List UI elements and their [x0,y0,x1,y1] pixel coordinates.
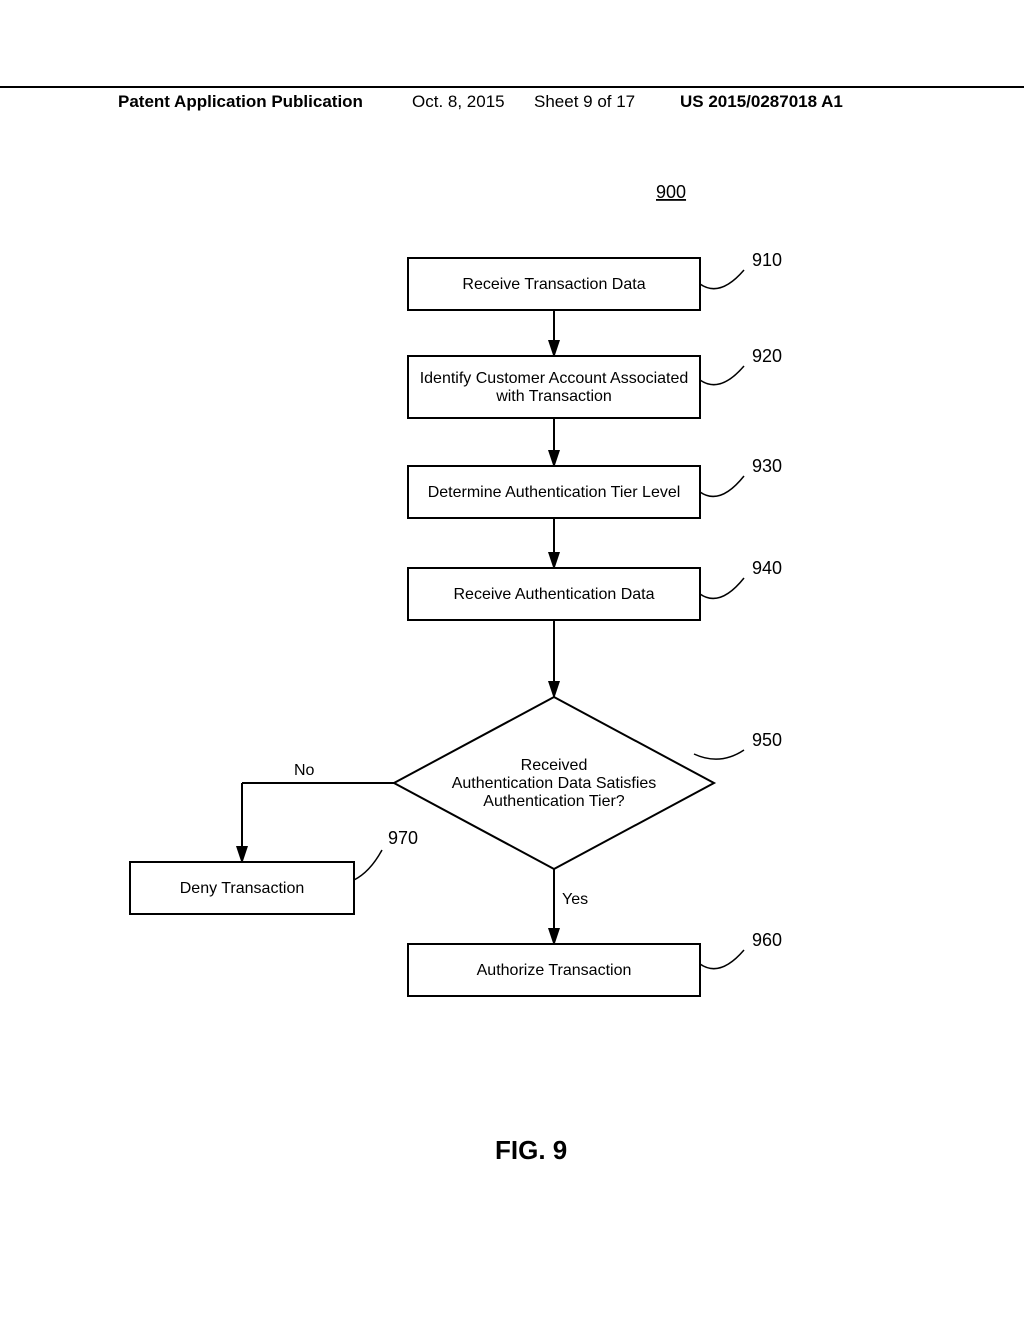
ref-number: 960 [752,930,782,950]
page-container: Patent Application Publication Oct. 8, 2… [0,0,1024,1320]
ref-lead [694,750,744,759]
ref-number: 970 [388,828,418,848]
figure-number: 900 [656,182,686,202]
edge-label: Yes [562,891,588,908]
ref-lead [700,578,744,598]
flow-decision-text: Authentication Tier? [483,793,625,810]
flow-box-text: with Transaction [495,388,612,405]
flow-decision-text: Authentication Data Satisfies [452,775,657,792]
ref-lead [700,950,744,969]
ref-number: 910 [752,250,782,270]
flow-box-text: Receive Transaction Data [462,276,645,293]
flow-box-text: Receive Authentication Data [453,586,654,603]
figure-caption: FIG. 9 [495,1135,567,1166]
flow-box-text: Identify Customer Account Associated [420,370,689,387]
flow-box-text: Determine Authentication Tier Level [428,484,681,501]
flow-box-text: Authorize Transaction [477,962,632,979]
ref-number: 920 [752,346,782,366]
ref-number: 940 [752,558,782,578]
ref-lead [700,270,744,289]
ref-lead [700,366,744,385]
flow-box-text: Deny Transaction [180,880,305,897]
ref-number: 950 [752,730,782,750]
edge-label: No [294,762,315,779]
ref-number: 930 [752,456,782,476]
flowchart-svg: 900 Yes No Receive Transaction Data 910 Ident… [0,0,1024,1320]
flow-decision-text: Received [521,757,588,774]
ref-lead [354,850,382,880]
ref-lead [700,476,744,496]
flow-box [408,356,700,418]
